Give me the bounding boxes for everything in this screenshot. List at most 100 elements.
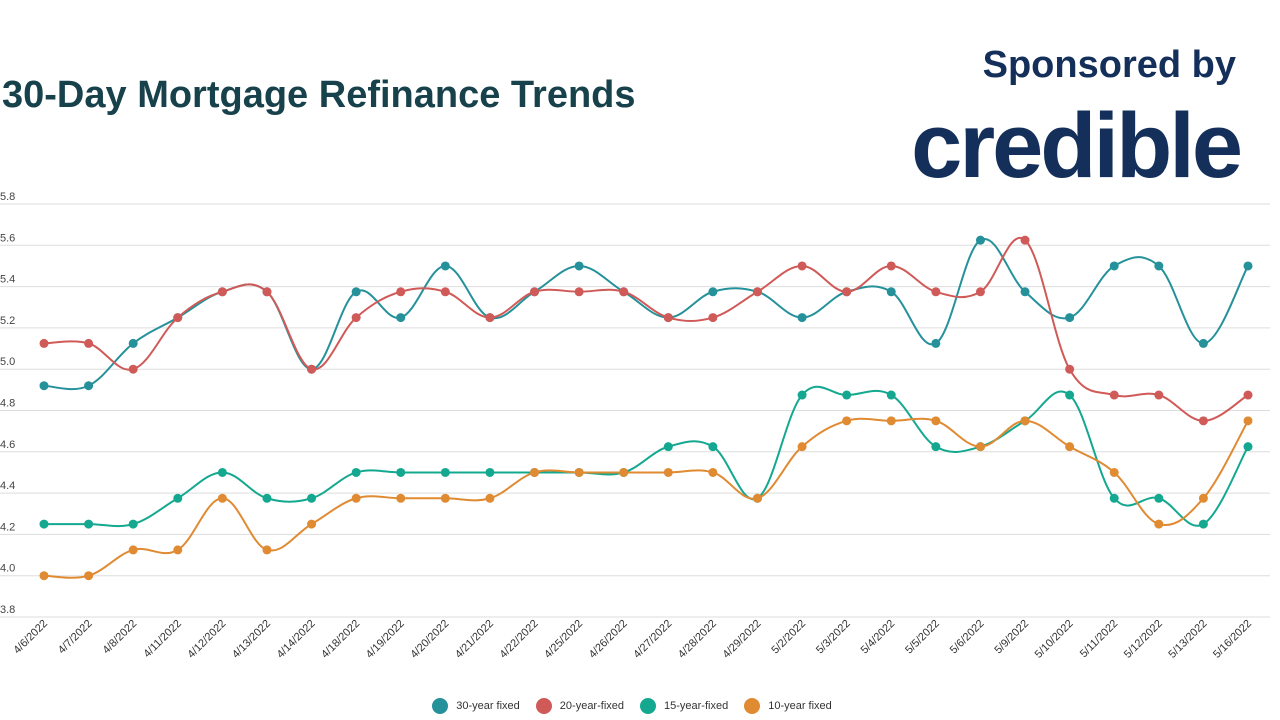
y-tick-label: 5.2	[0, 315, 15, 327]
series-line-2	[43, 385, 1249, 528]
data-point	[1243, 442, 1253, 452]
data-point	[84, 381, 94, 391]
x-tick-label: 5/4/2022	[859, 618, 898, 657]
data-point	[39, 519, 49, 529]
series-line-3	[43, 417, 1249, 579]
sponsor-label: Sponsored by	[982, 44, 1236, 86]
x-tick-label: 5/2/2022	[769, 618, 808, 657]
data-point	[886, 261, 896, 271]
data-point	[1065, 364, 1075, 374]
data-point	[975, 235, 985, 245]
line-chart: 3.8 4.0 4.2 4.4 4.6 4.8 5.0 5.2 5.4 5.6 5.8 4/6/202…	[0, 191, 1270, 661]
data-point	[1243, 390, 1253, 400]
data-point	[396, 313, 406, 323]
data-point	[886, 416, 896, 426]
data-point	[931, 287, 941, 297]
data-point	[485, 493, 495, 503]
data-point	[708, 313, 718, 323]
data-point	[797, 313, 807, 323]
data-point	[975, 442, 985, 452]
x-tick-label: 5/3/2022	[814, 618, 853, 657]
data-point	[39, 338, 49, 348]
x-tick-label: 4/6/2022	[11, 618, 50, 657]
data-point	[84, 519, 94, 529]
x-tick-label: 4/26/2022	[587, 618, 630, 661]
data-point	[351, 313, 361, 323]
data-point	[663, 313, 673, 323]
x-tick-label: 4/7/2022	[56, 618, 95, 657]
data-point	[1109, 467, 1119, 477]
data-point	[1154, 519, 1164, 529]
x-tick-label: 5/10/2022	[1033, 618, 1076, 661]
legend-label: 15-year-fixed	[664, 700, 729, 712]
data-point	[1243, 416, 1253, 426]
data-point	[842, 416, 852, 426]
data-point	[440, 493, 450, 503]
legend-item[interactable]: 30-year fixed	[432, 698, 520, 714]
data-point	[574, 467, 584, 477]
data-point	[797, 261, 807, 271]
data-point	[307, 519, 317, 529]
y-tick-label: 4.2	[0, 521, 15, 533]
data-point	[128, 519, 138, 529]
data-point	[173, 493, 183, 503]
legend-swatch	[432, 698, 449, 714]
credible-logo: credible	[911, 95, 1243, 197]
data-point	[708, 467, 718, 477]
x-tick-label: 5/13/2022	[1166, 618, 1209, 661]
data-point	[708, 287, 718, 297]
data-point	[84, 338, 94, 348]
x-tick-label: 4/28/2022	[676, 618, 719, 661]
data-point	[931, 416, 941, 426]
data-point	[530, 467, 540, 477]
x-tick-label: 4/21/2022	[453, 618, 496, 661]
data-point	[663, 467, 673, 477]
data-point	[1198, 416, 1208, 426]
data-point	[1243, 261, 1253, 271]
y-tick-label: 5.4	[0, 274, 15, 286]
data-point	[931, 442, 941, 452]
legend-item[interactable]: 15-year-fixed	[640, 698, 728, 714]
legend-swatch	[744, 698, 761, 714]
data-point	[842, 390, 852, 400]
data-point	[84, 571, 94, 581]
data-point	[1020, 235, 1030, 245]
data-point	[842, 287, 852, 297]
x-tick-label: 5/9/2022	[992, 618, 1031, 657]
data-point	[485, 313, 495, 323]
data-point	[708, 442, 718, 452]
x-tick-label: 5/6/2022	[948, 618, 987, 657]
data-point	[1020, 287, 1030, 297]
legend-item[interactable]: 10-year fixed	[744, 698, 832, 714]
x-tick-label: 5/16/2022	[1211, 618, 1254, 661]
data-point	[128, 364, 138, 374]
data-point	[39, 571, 49, 581]
data-point	[931, 338, 941, 348]
data-point	[752, 287, 762, 297]
data-point	[886, 287, 896, 297]
data-point	[619, 467, 629, 477]
y-tick-label: 3.8	[0, 604, 15, 616]
legend-swatch	[640, 698, 656, 714]
series-line-1	[43, 236, 1249, 422]
x-tick-label: 4/29/2022	[721, 618, 764, 661]
x-tick-label: 5/12/2022	[1122, 618, 1165, 661]
data-point	[1109, 261, 1119, 271]
data-point	[1065, 442, 1075, 452]
data-point	[396, 493, 406, 503]
y-tick-label: 4.6	[0, 439, 15, 451]
x-tick-label: 4/14/2022	[275, 618, 318, 661]
legend-label: 20-year-fixed	[559, 700, 624, 712]
legend-item[interactable]: 20-year-fixed	[535, 698, 624, 714]
data-point	[752, 493, 762, 503]
legend-label: 30-year fixed	[456, 700, 520, 712]
data-point	[396, 467, 406, 477]
x-tick-label: 4/18/2022	[319, 618, 362, 661]
data-point	[1020, 416, 1030, 426]
data-point	[574, 287, 584, 297]
data-point	[1065, 313, 1075, 323]
data-point	[1154, 261, 1164, 271]
x-tick-label: 4/19/2022	[364, 618, 407, 661]
data-point	[1198, 519, 1208, 529]
data-point	[217, 287, 227, 297]
